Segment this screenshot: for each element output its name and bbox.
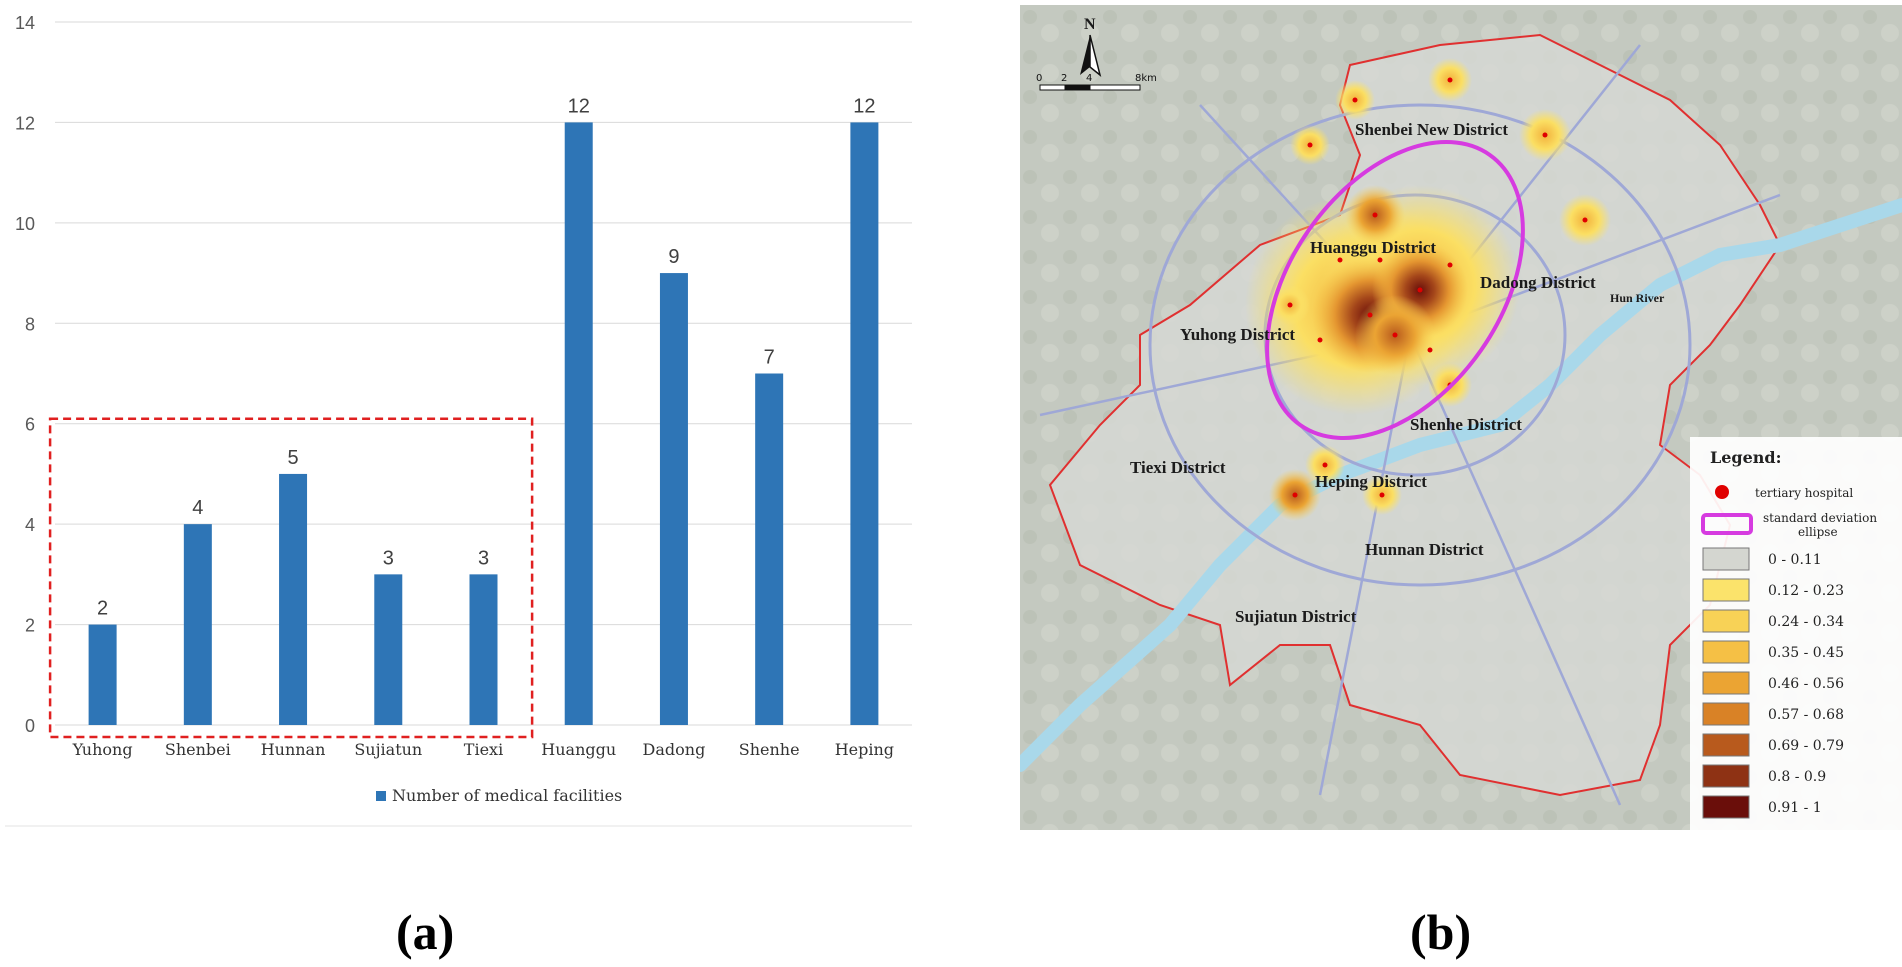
legend-class-label: 0.24 - 0.34 bbox=[1768, 614, 1844, 630]
district-label-hunnan: Hunnan District bbox=[1365, 540, 1484, 559]
legend-title: Legend: bbox=[1710, 448, 1782, 467]
district-label-shenbei: Shenbei New District bbox=[1355, 120, 1508, 139]
legend-ellipse-label-2: ellipse bbox=[1798, 525, 1838, 539]
caption-b: (b) bbox=[1410, 904, 1472, 960]
legend-class-label: 0.35 - 0.45 bbox=[1768, 645, 1844, 661]
legend-label: Number of medical facilities bbox=[392, 786, 622, 805]
data-label: 3 bbox=[383, 547, 394, 569]
hun-river bbox=[1020, 198, 1902, 772]
district-map: N 0 2 4 8km Shenbei New District Huanggu… bbox=[1020, 5, 1902, 830]
data-label: 2 bbox=[97, 598, 108, 620]
data-label: 5 bbox=[287, 447, 298, 469]
data-label: 7 bbox=[764, 347, 775, 369]
highlight-box bbox=[48, 417, 534, 739]
legend-ellipse-symbol bbox=[1701, 513, 1753, 535]
bar bbox=[279, 473, 308, 725]
bar bbox=[659, 273, 688, 725]
x-tick-labels: Yuhong Shenbei Hunnan Sujiatun Tiexi Huanggu D… bbox=[72, 740, 894, 759]
y-tick-label: 2 bbox=[25, 616, 35, 636]
legend-hospital-symbol bbox=[1715, 485, 1729, 499]
legend-class-label: 0.57 - 0.68 bbox=[1768, 707, 1844, 723]
bar bbox=[183, 524, 212, 725]
district-label-shenhe: Shenhe District bbox=[1410, 415, 1522, 434]
district-label-huanggu: Huanggu District bbox=[1310, 238, 1436, 257]
legend-class-label: 0.91 - 1 bbox=[1768, 800, 1822, 816]
legend-class-label: 0.69 - 0.79 bbox=[1768, 738, 1844, 754]
svg-text:4: 4 bbox=[1086, 73, 1092, 84]
bar bbox=[88, 624, 117, 725]
bar bbox=[850, 122, 879, 725]
chart-legend: Number of medical facilities bbox=[376, 786, 622, 805]
y-tick-label: 14 bbox=[15, 13, 35, 33]
bars bbox=[88, 122, 879, 725]
x-tick-label: Yuhong bbox=[72, 740, 133, 759]
legend-class-swatch bbox=[1702, 671, 1750, 695]
bar bbox=[469, 574, 498, 725]
y-tick-label: 10 bbox=[15, 214, 35, 234]
bar bbox=[755, 373, 784, 725]
data-label: 4 bbox=[192, 497, 203, 519]
ring-road-outer bbox=[1148, 103, 1692, 587]
legend-class-label: 0.8 - 0.9 bbox=[1768, 769, 1826, 785]
heatmap-panel: N 0 2 4 8km Shenbei New District Huanggu… bbox=[1020, 5, 1902, 830]
svg-text:2: 2 bbox=[1061, 73, 1067, 84]
legend-density-classes: 0 - 0.11 0.12 - 0.23 0.24 - 0.34 0.35 - 0.4… bbox=[1702, 547, 1844, 819]
scale-bar: 0 2 4 8km bbox=[1036, 73, 1157, 91]
legend-class-swatch bbox=[1702, 578, 1750, 602]
y-tick-label: 0 bbox=[25, 716, 35, 736]
legend-ellipse-label-1: standard deviation bbox=[1763, 511, 1877, 525]
data-label: 12 bbox=[568, 95, 590, 117]
x-tick-label: Hunnan bbox=[261, 740, 326, 759]
svg-text:0: 0 bbox=[1036, 73, 1042, 84]
highlight-box-layer bbox=[48, 417, 534, 739]
y-tick-label: 6 bbox=[25, 415, 35, 435]
bar bbox=[564, 122, 593, 725]
data-label: 9 bbox=[668, 246, 679, 268]
legend-class-swatch bbox=[1702, 702, 1750, 726]
river-label: Hun River bbox=[1610, 291, 1665, 305]
y-tick-label: 8 bbox=[25, 314, 35, 334]
district-label-tiexi: Tiexi District bbox=[1130, 458, 1226, 477]
legend-class-swatch bbox=[1702, 795, 1750, 819]
map-legend: Legend: tertiary hospital standard devia… bbox=[1690, 437, 1902, 830]
bar-chart-panel: 0 2 4 6 8 10 12 14 2 4 5 3 3 12 9 7 12 Yuhong Shenbei Hun… bbox=[0, 0, 920, 830]
legend-class-swatch bbox=[1702, 547, 1750, 571]
data-labels: 2 4 5 3 3 12 9 7 12 bbox=[97, 95, 875, 619]
district-labels: Shenbei New District Huanggu District Da… bbox=[1130, 120, 1665, 626]
legend-hospital-label: tertiary hospital bbox=[1755, 486, 1853, 500]
data-label: 3 bbox=[478, 547, 489, 569]
bar-chart: 0 2 4 6 8 10 12 14 2 4 5 3 3 12 9 7 12 Yuhong Shenbei Hun… bbox=[5, 13, 912, 827]
legend-class-swatch bbox=[1702, 609, 1750, 633]
district-label-yuhong: Yuhong District bbox=[1180, 325, 1295, 344]
y-tick-label: 4 bbox=[25, 515, 35, 535]
district-label-dadong: Dadong District bbox=[1480, 273, 1596, 292]
legend-class-swatch bbox=[1702, 640, 1750, 664]
legend-swatch bbox=[376, 791, 386, 801]
y-tick-labels: 0 2 4 6 8 10 12 14 bbox=[15, 13, 35, 736]
standard-deviation-ellipse bbox=[1265, 140, 1525, 440]
svg-text:8km: 8km bbox=[1135, 73, 1157, 84]
district-label-sujiatun: Sujiatun District bbox=[1235, 607, 1357, 626]
caption-a: (a) bbox=[396, 904, 455, 960]
bar bbox=[374, 574, 403, 725]
legend-class-label: 0 - 0.11 bbox=[1768, 552, 1822, 568]
svg-text:N: N bbox=[1084, 16, 1096, 33]
data-label: 12 bbox=[853, 95, 875, 117]
y-tick-label: 12 bbox=[15, 113, 35, 133]
x-tick-label: Heping bbox=[835, 740, 894, 759]
legend-class-label: 0.46 - 0.56 bbox=[1768, 676, 1844, 692]
legend-class-swatch bbox=[1702, 733, 1750, 757]
x-tick-label: Tiexi bbox=[464, 740, 503, 759]
district-label-heping: Heping District bbox=[1315, 472, 1427, 491]
x-tick-label: Sujiatun bbox=[354, 740, 422, 759]
x-tick-label: Huanggu bbox=[541, 740, 616, 759]
x-tick-label: Dadong bbox=[643, 740, 706, 759]
legend-class-swatch bbox=[1702, 764, 1750, 788]
x-tick-label: Shenbei bbox=[165, 740, 231, 759]
north-arrow: N bbox=[1080, 16, 1102, 77]
legend-class-label: 0.12 - 0.23 bbox=[1768, 583, 1844, 599]
x-tick-label: Shenhe bbox=[739, 740, 800, 759]
